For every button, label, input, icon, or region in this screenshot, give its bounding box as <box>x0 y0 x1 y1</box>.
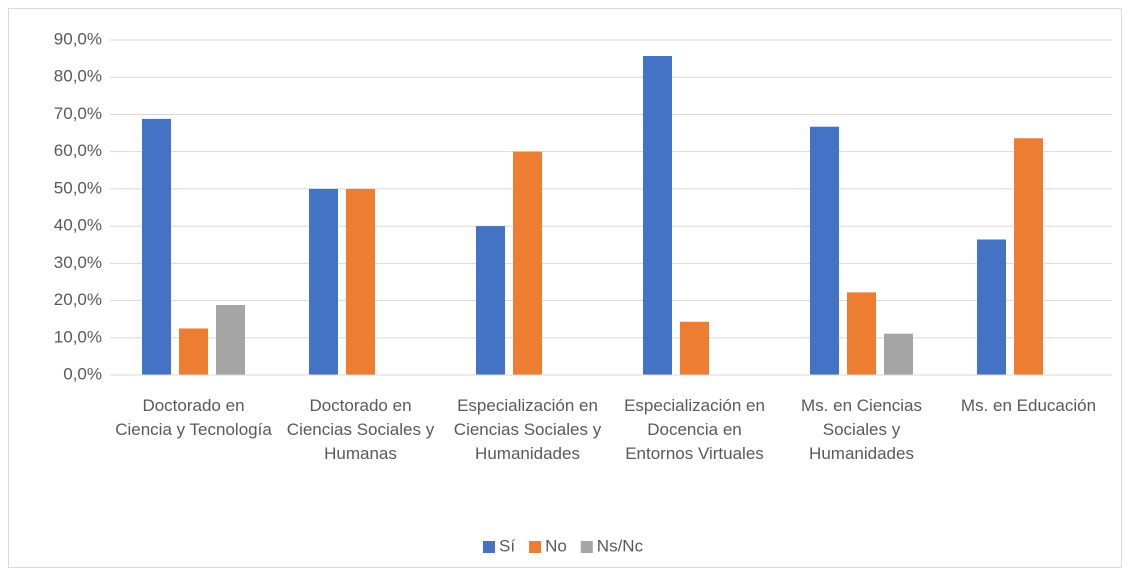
bar <box>680 321 709 375</box>
bar <box>179 328 208 375</box>
x-tick-label: Ms. en Ciencias Sociales y Humanidades <box>801 396 922 463</box>
bar <box>142 118 171 376</box>
bar <box>216 305 245 375</box>
y-tick-label: 0,0% <box>63 364 102 383</box>
bar <box>1014 138 1043 375</box>
x-tick-label: Doctorado en Ciencias Sociales y Humanas <box>286 396 435 463</box>
legend-swatch <box>529 541 542 553</box>
bar <box>810 126 839 375</box>
y-tick-label: 30,0% <box>54 253 102 272</box>
legend-label: No <box>545 536 567 555</box>
x-tick-label: Doctorado en Ciencia y Tecnología <box>115 396 272 439</box>
x-tick-label: Especialización en Ciencias Sociales y H… <box>453 396 602 463</box>
legend-swatch <box>483 541 495 553</box>
y-tick-label: 40,0% <box>54 216 102 235</box>
bar <box>977 239 1006 375</box>
bar <box>346 188 375 375</box>
legend-swatch <box>580 541 593 553</box>
x-tick-label: Especialización en Docencia en Entornos … <box>624 396 765 463</box>
legend-label: Sí <box>499 536 515 555</box>
y-tick-label: 60,0% <box>54 141 102 160</box>
y-tick-label: 20,0% <box>54 290 102 309</box>
bar <box>309 188 338 375</box>
y-tick-label: 50,0% <box>54 178 102 197</box>
y-tick-label: 10,0% <box>54 327 102 346</box>
bar <box>884 333 913 375</box>
y-tick-label: 90,0% <box>54 29 102 48</box>
y-tick-label: 80,0% <box>54 67 102 86</box>
x-tick-label: Ms. en Educación <box>960 396 1097 415</box>
y-tick-label: 70,0% <box>54 104 102 123</box>
bar <box>513 151 542 375</box>
chart-border <box>8 8 1122 568</box>
bar <box>476 226 505 375</box>
bar <box>847 292 876 375</box>
legend-label: Ns/Nc <box>597 536 644 555</box>
bar <box>643 56 672 375</box>
